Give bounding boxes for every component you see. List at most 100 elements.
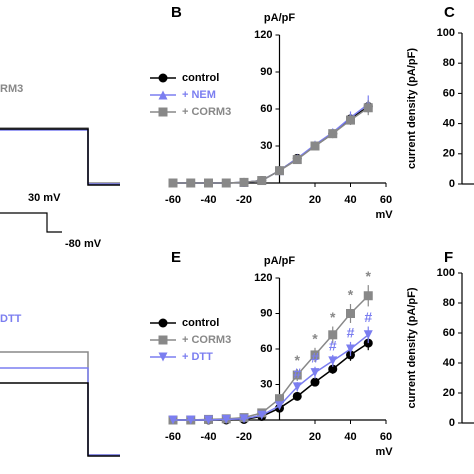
y-tick-label: 20	[443, 387, 455, 399]
point	[257, 410, 267, 420]
y-tick-label: 40	[443, 118, 455, 130]
x-unit: mV	[375, 209, 393, 221]
panel-letter: F	[444, 249, 453, 266]
y-tick-label: 120	[254, 29, 272, 41]
trace-label: DTT	[0, 313, 22, 325]
y-tick-label: 100	[437, 267, 455, 279]
point	[328, 364, 338, 374]
y-tick-label: 30	[260, 140, 272, 152]
significance-mark: #	[329, 338, 337, 354]
point	[328, 129, 338, 139]
point	[346, 344, 355, 354]
y-tick-label: 80	[443, 57, 455, 69]
significance-mark: #	[293, 365, 301, 381]
x-tick-label: 20	[309, 194, 321, 206]
step-label: 30 mV	[28, 192, 61, 204]
y-tick-label: 60	[260, 343, 272, 355]
x-tick-label: -20	[236, 194, 252, 206]
trace-label: RM3	[0, 83, 23, 95]
y-axis-label: current density (pA/pF)	[406, 48, 418, 169]
point	[275, 401, 284, 411]
y-tick-label: 30	[260, 378, 272, 390]
y-tick-label: 80	[443, 297, 455, 309]
trace	[0, 382, 120, 457]
legend-label: + CORM3	[182, 334, 231, 346]
point	[158, 352, 168, 362]
y-unit: pA/pF	[264, 12, 295, 24]
point	[239, 414, 249, 424]
panel-letter: E	[171, 249, 181, 266]
step-label: -80 mV	[65, 238, 102, 250]
y-axis-label: current density (pA/pF)	[406, 287, 418, 408]
point	[158, 107, 168, 117]
y-tick-label: 60	[260, 103, 272, 115]
significance-mark: *	[366, 268, 372, 284]
point	[292, 370, 302, 380]
x-tick-label: 60	[380, 431, 392, 443]
legend-label: + NEM	[182, 89, 216, 101]
significance-mark: #	[347, 325, 355, 341]
point	[310, 141, 320, 151]
x-tick-label: -40	[201, 194, 217, 206]
point	[221, 414, 231, 424]
y-tick-label: 0	[449, 417, 455, 429]
significance-mark: #	[311, 349, 319, 365]
legend-label: + CORM3	[182, 106, 231, 118]
trace	[0, 127, 120, 184]
point	[221, 178, 231, 188]
x-tick-label: 60	[380, 194, 392, 206]
y-tick-label: 20	[443, 148, 455, 160]
x-tick-label: -20	[236, 431, 252, 443]
legend-label: control	[182, 317, 219, 329]
point	[292, 155, 302, 165]
point	[310, 350, 320, 360]
point	[310, 368, 320, 378]
point	[186, 178, 196, 188]
trace	[0, 128, 120, 186]
significance-mark: *	[348, 287, 354, 303]
trace	[0, 367, 120, 456]
significance-mark: *	[312, 331, 318, 347]
legend-label: control	[182, 72, 219, 84]
point	[168, 415, 178, 425]
x-tick-label: -60	[165, 431, 181, 443]
point	[158, 335, 168, 345]
point	[363, 291, 373, 301]
point	[204, 178, 213, 188]
point	[158, 73, 168, 83]
point	[257, 176, 267, 186]
point	[292, 391, 302, 401]
x-tick-label: 40	[344, 431, 356, 443]
y-tick-label: 60	[443, 87, 455, 99]
y-unit: pA/pF	[264, 255, 295, 267]
point	[275, 166, 284, 176]
y-tick-label: 60	[443, 327, 455, 339]
point	[363, 330, 373, 340]
point	[292, 382, 302, 392]
x-tick-label: 40	[344, 194, 356, 206]
x-tick-label: -40	[201, 431, 217, 443]
significance-mark: *	[295, 352, 301, 368]
voltage-step	[0, 212, 62, 233]
trace	[0, 129, 120, 185]
point	[239, 177, 249, 187]
x-tick-label: 20	[309, 431, 321, 443]
y-tick-label: 120	[254, 272, 272, 284]
point	[168, 178, 178, 188]
point	[328, 330, 338, 340]
point	[275, 394, 284, 404]
point	[346, 309, 355, 318]
significance-mark: *	[330, 309, 336, 325]
y-tick-label: 100	[437, 27, 455, 39]
legend-label: + DTT	[182, 351, 213, 363]
y-tick-label: 0	[449, 178, 455, 190]
point	[346, 115, 355, 125]
y-tick-label: 90	[260, 307, 272, 319]
panel-letter: C	[444, 4, 455, 21]
point	[158, 90, 168, 100]
x-tick-label: -60	[165, 194, 181, 206]
point	[204, 415, 213, 425]
panel-letter: B	[171, 4, 182, 21]
point	[186, 415, 196, 425]
point	[310, 377, 320, 387]
